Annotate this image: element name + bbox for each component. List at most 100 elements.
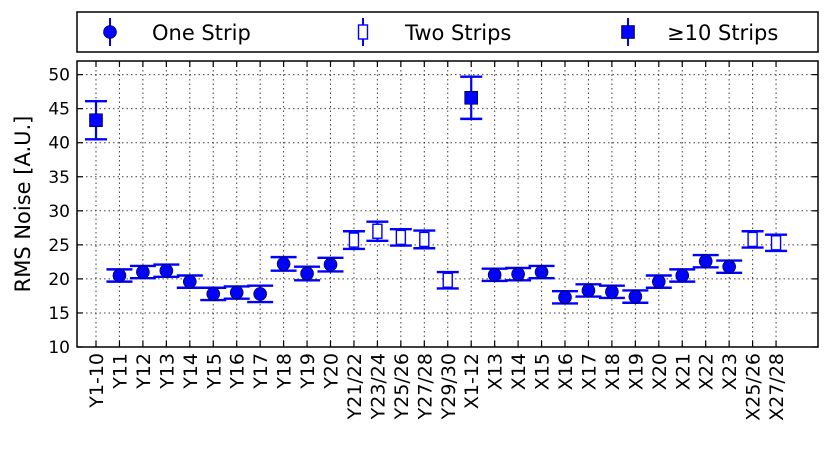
- point-x14: [505, 266, 532, 282]
- x-tick-label-28: X25/26: [743, 353, 765, 421]
- x-tick-label-24: X20: [649, 353, 671, 390]
- x-tick-label-8: Y18: [274, 353, 296, 390]
- marker-16: [464, 90, 479, 105]
- y-tick-label-45: 45: [48, 100, 70, 120]
- legend-markers: [103, 18, 635, 46]
- marker-23: [628, 289, 643, 304]
- marker-3: [159, 263, 174, 278]
- x-tick-label-7: Y17: [250, 353, 272, 390]
- legend-label-two-strips: Two Strips: [404, 21, 511, 45]
- marker-7: [253, 287, 267, 301]
- point-y23-24: [366, 220, 389, 242]
- point-y27-28: [413, 229, 436, 250]
- x-tick-label-9: Y19: [297, 353, 319, 390]
- y-tick-label-25: 25: [48, 236, 70, 256]
- x-tick-label-0: Y1-10: [86, 353, 108, 409]
- point-y29-30: [436, 270, 459, 290]
- marker-26: [698, 254, 713, 269]
- marker-2: [136, 265, 150, 279]
- y-tick-label-50: 50: [48, 66, 70, 86]
- point-x15: [528, 264, 555, 280]
- marker-8: [276, 257, 291, 271]
- x-tick-label-27: X23: [719, 353, 741, 390]
- x-tick-label-13: Y25/26: [391, 353, 413, 420]
- x-tick-label-16: X1-12: [461, 353, 483, 409]
- marker-legend-1: [357, 24, 369, 40]
- point-x20: [645, 274, 672, 289]
- marker-17: [487, 268, 502, 282]
- x-tick-label-29: X27/28: [766, 353, 788, 421]
- x-tick-label-15: Y29/30: [438, 353, 460, 420]
- point-x19: [622, 289, 649, 304]
- x-tick-label-20: X16: [555, 353, 577, 390]
- x-axis-ticks: Y1-10 Y11 Y12 Y13 Y14 Y15 Y16 Y17 Y18 Y19 Y20 Y21/2…: [86, 61, 788, 421]
- x-tick-label-6: Y16: [227, 353, 249, 390]
- x-tick-label-10: Y20: [321, 353, 343, 390]
- legend-label-one-strip: One Strip: [152, 21, 251, 45]
- y-axis-ticks: 10 15 20 25 30 35 40 45 50: [48, 66, 818, 358]
- x-tick-label-25: X21: [672, 353, 694, 390]
- marker-27: [722, 259, 736, 274]
- point-y11: [106, 268, 133, 283]
- x-tick-label-19: X15: [532, 353, 554, 390]
- marker-18: [511, 267, 525, 281]
- marker-14: [419, 231, 430, 248]
- point-x25-26: [741, 230, 764, 249]
- y-tick-label-35: 35: [48, 168, 70, 188]
- marker-15: [442, 272, 453, 288]
- marker-29: [770, 235, 782, 251]
- marker-legend-2: [621, 25, 635, 39]
- x-tick-label-14: Y27/28: [414, 353, 436, 420]
- point-y14: [176, 274, 203, 289]
- legend-frame: [76, 11, 819, 53]
- point-y21-22: [342, 230, 365, 251]
- point-y17: [247, 284, 274, 304]
- marker-22: [605, 285, 619, 299]
- point-x21: [669, 268, 696, 283]
- x-tick-label-18: X14: [508, 353, 530, 390]
- x-tick-label-22: X18: [602, 353, 624, 390]
- x-tick-label-3: Y13: [156, 353, 178, 390]
- point-x13: [481, 267, 508, 283]
- x-tick-label-12: Y23/24: [367, 353, 389, 420]
- marker-28: [747, 231, 758, 248]
- marker-12: [372, 223, 383, 239]
- y-tick-label-30: 30: [48, 202, 70, 222]
- marker-24: [651, 274, 666, 289]
- point-y12: [129, 264, 156, 280]
- marker-9: [300, 266, 314, 281]
- marker-19: [534, 265, 549, 279]
- point-x22: [692, 253, 719, 269]
- marker-20: [558, 290, 572, 305]
- point-x23: [716, 259, 743, 274]
- point-y16: [223, 285, 250, 300]
- point-y25-26: [389, 227, 412, 247]
- y-tick-label-20: 20: [48, 270, 70, 290]
- point-y1-10: [85, 99, 107, 141]
- plot-frame: [76, 60, 819, 348]
- y-tick-label-40: 40: [48, 134, 70, 154]
- y-tick-label-10: 10: [48, 338, 70, 358]
- marker-legend-0: [103, 25, 117, 39]
- grid: [77, 61, 818, 347]
- x-tick-label-11: Y21/22: [344, 353, 366, 420]
- x-tick-label-17: X13: [485, 353, 507, 390]
- point-y15: [200, 286, 227, 302]
- point-y19: [294, 265, 321, 282]
- marker-1: [112, 268, 127, 283]
- point-y13: [153, 263, 180, 279]
- point-x16: [552, 289, 578, 305]
- x-tick-label-23: X19: [625, 353, 647, 390]
- legend: One Strip Two Strips ≥10 Strips: [76, 11, 819, 53]
- x-tick-label-1: Y11: [109, 353, 131, 390]
- data-points: [85, 75, 788, 305]
- point-x18: [598, 284, 625, 300]
- x-tick-label-5: Y15: [203, 353, 225, 390]
- marker-0: [89, 113, 103, 128]
- marker-13: [395, 229, 407, 246]
- x-tick-label-21: X17: [578, 353, 600, 390]
- x-tick-label-4: Y14: [180, 353, 202, 390]
- point-x17: [575, 283, 602, 298]
- point-x1-12: [460, 75, 483, 121]
- y-tick-label-15: 15: [48, 304, 70, 324]
